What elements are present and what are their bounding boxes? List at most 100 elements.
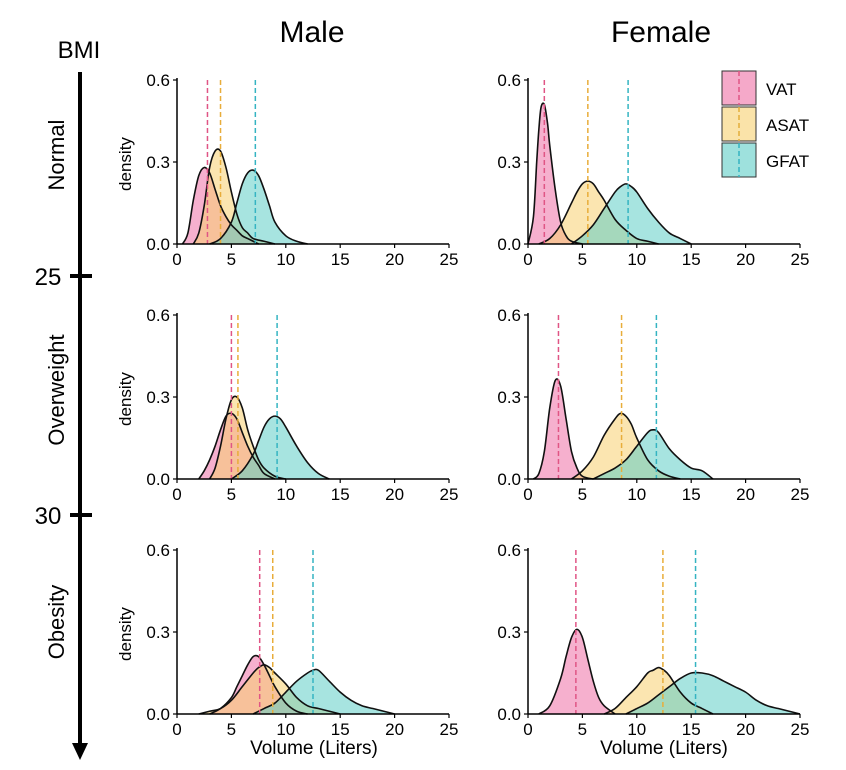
x-tick-label-overweight-male-2: 10: [276, 485, 295, 504]
x-tick-label-normal-male-4: 20: [385, 250, 404, 269]
x-tick-label-overweight-male-4: 20: [385, 485, 404, 504]
bmi-axis-arrowhead: [72, 743, 88, 760]
x-tick-label-obesity-male-1: 5: [227, 720, 236, 739]
panel-obesity-female: 0.0 0.3 0.6 0 5 10 15 20 25: [497, 541, 809, 739]
x-tick-label-overweight-male-5: 25: [440, 485, 459, 504]
x-tick-label-normal-male-0: 0: [172, 250, 181, 269]
y-tick-label-overweight-female-2: 0.6: [497, 306, 521, 325]
density-line-vat-overweight-male: [198, 412, 276, 480]
x-tick-label-normal-female-5: 25: [791, 250, 810, 269]
y-tick-label-overweight-male-1: 0.3: [146, 388, 170, 407]
density-line-gfat-obesity-male: [252, 668, 395, 715]
density-area-gfat-normal-male: [209, 170, 308, 244]
y-tick-label-overweight-male-0: 0.0: [146, 470, 170, 489]
density-area-vat-normal-female: [528, 103, 583, 245]
panels: density 0.0 0.3 0.6 0 5 10 15 20 25 0.0 0.3 0.6 0 5 10 1…: [116, 71, 809, 739]
density-area-asat-overweight-female: [571, 413, 681, 479]
density-line-gfat-overweight-female: [592, 428, 714, 480]
x-tick-label-obesity-male-3: 15: [331, 720, 350, 739]
y-tick-label-obesity-male-2: 0.6: [146, 541, 170, 560]
x-tick-label-normal-male-5: 25: [440, 250, 459, 269]
x-tick-label-overweight-male-0: 0: [172, 485, 181, 504]
y-tick-label-normal-female-0: 0.0: [497, 235, 521, 254]
panel-normal-male: density 0.0 0.3 0.6 0 5 10 15 20 25: [116, 71, 458, 269]
y-tick-label-obesity-female-2: 0.6: [497, 541, 521, 560]
density-line-vat-overweight-female: [532, 378, 594, 480]
legend: VAT ASAT GFAT: [721, 70, 809, 178]
panel-overweight-male: density 0.0 0.3 0.6 0 5 10 15 20 25: [116, 306, 458, 504]
density-line-asat-overweight-female: [571, 412, 681, 480]
density-area-asat-normal-male: [193, 149, 275, 244]
density-area-asat-obesity-male: [198, 664, 341, 714]
x-tick-label-obesity-female-5: 25: [791, 720, 810, 739]
density-area-gfat-overweight-male: [231, 416, 330, 479]
x-tick-label-obesity-female-0: 0: [523, 720, 532, 739]
x-tick-label-obesity-male-5: 25: [440, 720, 459, 739]
x-tick-label-overweight-female-5: 25: [791, 485, 810, 504]
density-line-asat-normal-male: [192, 148, 276, 245]
legend-label-gfat: GFAT: [766, 152, 809, 171]
y-tick-label-overweight-female-1: 0.3: [497, 388, 521, 407]
x-tick-label-normal-male-2: 10: [276, 250, 295, 269]
density-line-gfat-obesity-female: [625, 671, 801, 715]
density-area-gfat-obesity-female: [625, 672, 800, 714]
x-tick-label-obesity-female-2: 10: [627, 720, 646, 739]
density-line-vat-normal-male: [181, 166, 259, 245]
density-line-asat-obesity-male: [198, 664, 341, 715]
y-tick-label-normal-male-0: 0.0: [146, 235, 170, 254]
density-line-asat-normal-female: [538, 180, 659, 245]
x-tick-label-overweight-male-3: 15: [331, 485, 350, 504]
legend-label-asat: ASAT: [766, 116, 809, 135]
x-axis-title-male: Volume (Liters): [250, 738, 378, 759]
col-title-female: Female: [611, 16, 711, 49]
x-tick-label-obesity-male-4: 20: [385, 720, 404, 739]
x-tick-label-obesity-male-0: 0: [172, 720, 181, 739]
density-area-vat-obesity-female: [538, 629, 616, 714]
x-tick-label-normal-female-0: 0: [523, 250, 532, 269]
bmi-tick-label-25: 25: [35, 264, 62, 291]
legend-label-vat: VAT: [766, 80, 797, 99]
row-label-overweight: Overweight: [44, 334, 69, 445]
col-title-male: Male: [279, 16, 344, 49]
x-tick-label-overweight-female-4: 20: [736, 485, 755, 504]
density-area-vat-overweight-female: [533, 378, 594, 479]
x-tick-label-overweight-female-0: 0: [523, 485, 532, 504]
density-line-vat-obesity-female: [538, 628, 616, 715]
density-area-gfat-overweight-female: [593, 429, 713, 479]
x-tick-label-overweight-male-1: 5: [227, 485, 236, 504]
panel-normal-female: 0.0 0.3 0.6 0 5 10 15 20 25: [497, 71, 809, 269]
x-tick-label-overweight-female-3: 15: [682, 485, 701, 504]
y-tick-label-overweight-female-0: 0.0: [497, 470, 521, 489]
x-tick-label-overweight-female-2: 10: [627, 485, 646, 504]
x-tick-label-obesity-female-3: 15: [682, 720, 701, 739]
y-tick-label-obesity-female-0: 0.0: [497, 705, 521, 724]
y-tick-label-normal-male-1: 0.3: [146, 153, 170, 172]
density-line-vat-normal-female: [527, 102, 583, 245]
y-axis-label-normal-male: density: [116, 137, 135, 191]
x-tick-label-normal-female-3: 15: [682, 250, 701, 269]
density-line-vat-obesity-male: [209, 654, 308, 715]
row-label-obesity: Obesity: [44, 585, 69, 660]
y-tick-label-obesity-female-1: 0.3: [497, 623, 521, 642]
x-tick-label-normal-male-3: 15: [331, 250, 350, 269]
y-axis-label-obesity-male: density: [116, 607, 135, 661]
density-line-asat-overweight-male: [208, 395, 286, 480]
y-tick-label-obesity-male-1: 0.3: [146, 623, 170, 642]
y-axis-label-overweight-male: density: [116, 372, 135, 426]
panel-overweight-female: 0.0 0.3 0.6 0 5 10 15 20 25: [497, 306, 809, 504]
density-line-gfat-overweight-male: [230, 415, 330, 480]
x-tick-label-normal-male-1: 5: [227, 250, 236, 269]
x-tick-label-obesity-female-1: 5: [578, 720, 587, 739]
bmi-tick-label-30: 30: [35, 503, 62, 530]
y-tick-label-normal-female-2: 0.6: [497, 71, 521, 90]
density-line-asat-obesity-female: [603, 666, 714, 715]
y-tick-label-normal-female-1: 0.3: [497, 153, 521, 172]
x-axis-title-female: Volume (Liters): [600, 738, 728, 759]
x-tick-label-normal-female-2: 10: [627, 250, 646, 269]
x-tick-label-normal-female-4: 20: [736, 250, 755, 269]
x-tick-label-obesity-male-2: 10: [276, 720, 295, 739]
y-tick-label-normal-male-2: 0.6: [146, 71, 170, 90]
x-tick-label-obesity-female-4: 20: [736, 720, 755, 739]
y-tick-label-overweight-male-2: 0.6: [146, 306, 170, 325]
